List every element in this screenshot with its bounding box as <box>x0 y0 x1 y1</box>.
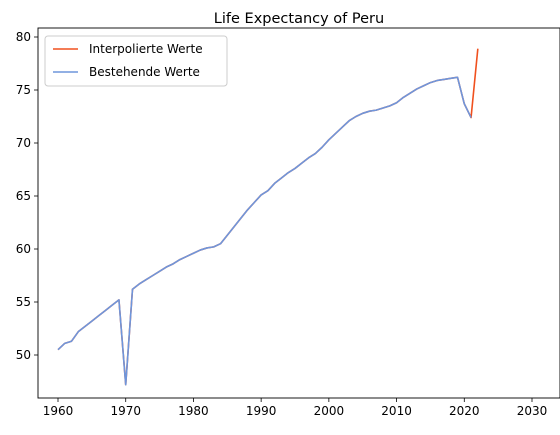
chart-title: Life Expectancy of Peru <box>214 11 384 27</box>
y-axis: 50 55 60 65 70 75 80 <box>16 30 38 362</box>
legend: Interpolierte Werte Bestehende Werte <box>44 35 228 87</box>
y-tick-label: 65 <box>16 189 31 203</box>
x-tick-label: 1970 <box>110 404 141 418</box>
series-line-existing <box>57 76 472 386</box>
x-tick-label: 1980 <box>178 404 209 418</box>
legend-box <box>44 35 228 87</box>
x-tick-label: 1960 <box>43 404 74 418</box>
x-axis: 1960 1970 1980 1990 2000 2010 2020 2030 <box>43 398 548 418</box>
y-tick-label: 75 <box>16 83 31 97</box>
x-tick-label: 2000 <box>314 404 345 418</box>
y-tick-label: 60 <box>16 242 31 256</box>
y-tick-label: 80 <box>16 30 31 44</box>
y-tick-label: 50 <box>16 348 31 362</box>
x-tick-label: 2010 <box>381 404 412 418</box>
y-tick-label: 55 <box>16 295 31 309</box>
legend-label-interpolated: Interpolierte Werte <box>89 42 203 56</box>
x-tick-label: 2020 <box>449 404 480 418</box>
x-tick-label: 1990 <box>246 404 277 418</box>
plot-lines <box>57 48 479 386</box>
plot-frame <box>37 27 560 399</box>
legend-label-existing: Bestehende Werte <box>89 65 200 79</box>
y-tick-label: 70 <box>16 136 31 150</box>
x-tick-label: 2030 <box>517 404 548 418</box>
